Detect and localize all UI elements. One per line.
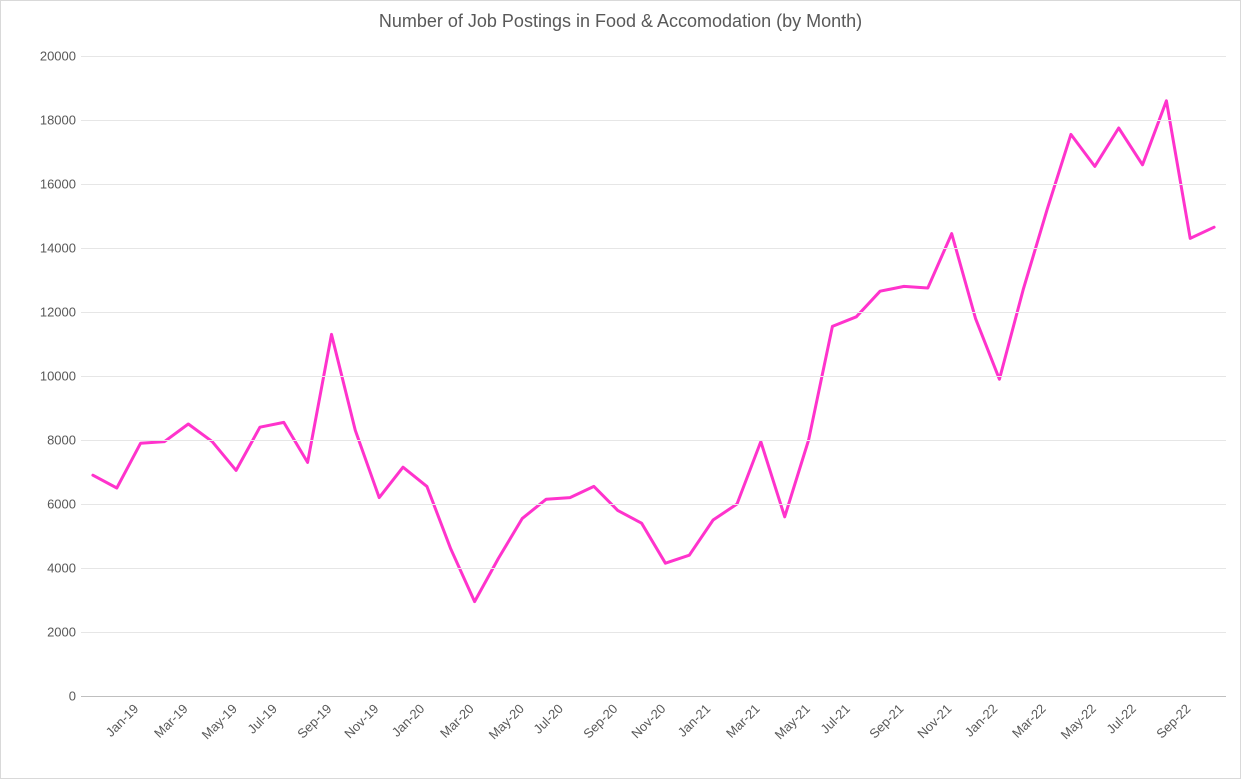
gridline — [81, 440, 1226, 441]
y-tick-label: 6000 — [21, 497, 76, 512]
x-tick-label: Jul-22 — [1103, 701, 1139, 737]
x-tick-label: Sep-20 — [580, 701, 620, 741]
y-tick-label: 14000 — [21, 241, 76, 256]
x-tick-label: Jul-19 — [244, 701, 280, 737]
x-tick-label: May-19 — [199, 701, 240, 742]
gridline — [81, 504, 1226, 505]
gridline — [81, 120, 1226, 121]
gridline — [81, 632, 1226, 633]
x-tick-label: Nov-21 — [914, 701, 954, 741]
x-tick-label: Mar-22 — [1009, 701, 1049, 741]
plot-area: 0200040006000800010000120001400016000180… — [81, 56, 1226, 696]
x-tick-label: Sep-19 — [294, 701, 334, 741]
x-tick-label: Nov-19 — [342, 701, 382, 741]
gridline — [81, 696, 1226, 697]
x-tick-label: Mar-21 — [723, 701, 763, 741]
x-tick-label: Nov-20 — [628, 701, 668, 741]
chart-title: Number of Job Postings in Food & Accomod… — [1, 11, 1240, 32]
y-tick-label: 0 — [21, 689, 76, 704]
gridline — [81, 248, 1226, 249]
y-tick-label: 4000 — [21, 561, 76, 576]
x-tick-label: Mar-19 — [151, 701, 191, 741]
gridline — [81, 568, 1226, 569]
y-tick-label: 18000 — [21, 113, 76, 128]
series-line — [93, 101, 1214, 602]
y-tick-label: 2000 — [21, 625, 76, 640]
y-tick-label: 12000 — [21, 305, 76, 320]
gridline — [81, 56, 1226, 57]
y-tick-label: 10000 — [21, 369, 76, 384]
x-tick-label: Sep-21 — [867, 701, 907, 741]
gridline — [81, 184, 1226, 185]
x-tick-label: Jan-22 — [961, 701, 1000, 740]
y-tick-label: 16000 — [21, 177, 76, 192]
x-tick-label: Jul-20 — [531, 701, 567, 737]
y-tick-label: 20000 — [21, 49, 76, 64]
x-tick-label: Jan-19 — [103, 701, 142, 740]
x-tick-label: Jan-20 — [389, 701, 428, 740]
gridline — [81, 376, 1226, 377]
x-tick-label: May-22 — [1058, 701, 1099, 742]
y-tick-label: 8000 — [21, 433, 76, 448]
x-tick-label: Sep-22 — [1153, 701, 1193, 741]
chart-container: Number of Job Postings in Food & Accomod… — [0, 0, 1241, 779]
x-tick-label: Mar-20 — [437, 701, 477, 741]
x-tick-label: Jul-21 — [817, 701, 853, 737]
gridline — [81, 312, 1226, 313]
x-tick-label: Jan-21 — [675, 701, 714, 740]
x-tick-label: May-21 — [772, 701, 813, 742]
x-tick-label: May-20 — [485, 701, 526, 742]
